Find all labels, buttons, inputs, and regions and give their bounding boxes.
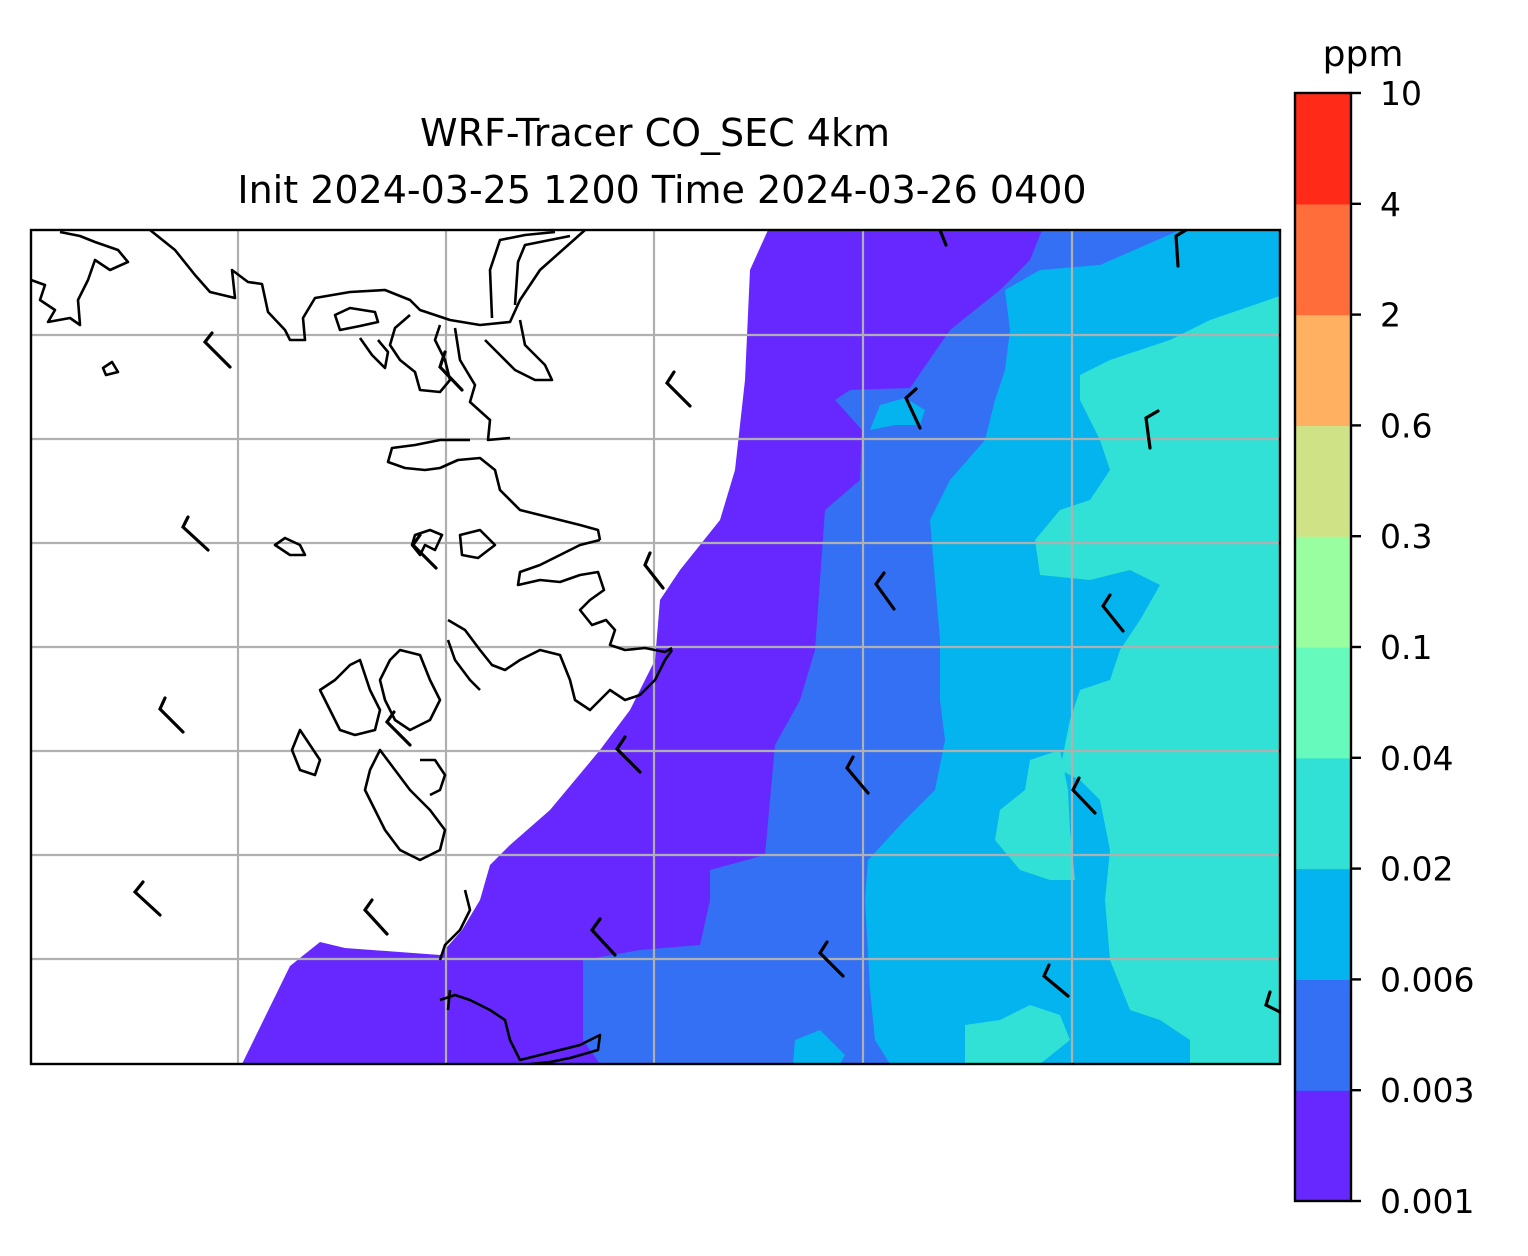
- colorbar-segment: [1295, 203, 1351, 316]
- wind-barb: [410, 533, 438, 570]
- colorbar-segment: [1295, 757, 1351, 870]
- coastlines: [31, 230, 674, 1064]
- colorbar-tick-label: 0.04: [1380, 739, 1453, 778]
- wind-barb: [384, 710, 412, 747]
- colorbar-segment: [1295, 979, 1351, 1091]
- colorbar-tick-label: 2: [1380, 296, 1401, 335]
- colorbar-tick-label: 0.006: [1380, 960, 1474, 999]
- colorbar-segment: [1295, 1090, 1351, 1202]
- colorbar-tick-label: 0.1: [1380, 628, 1432, 667]
- wind-barb: [614, 735, 642, 774]
- colorbar-segment: [1295, 868, 1351, 980]
- colorbar-tick-label: 10: [1380, 74, 1422, 113]
- colorbar-segment: [1295, 314, 1351, 426]
- wind-barb: [438, 350, 464, 392]
- wind-barb: [202, 331, 232, 369]
- wind-barb: [1042, 963, 1070, 998]
- wind-barb: [664, 370, 692, 408]
- colorbar-segment: [1295, 425, 1351, 537]
- map-panel: [31, 230, 1280, 1064]
- contour-patch-cyan-1: [793, 1030, 845, 1064]
- wind-barb: [938, 230, 948, 247]
- wind-barb: [362, 898, 389, 936]
- wind-barb: [1174, 230, 1188, 268]
- contour-band-3: [1035, 296, 1280, 1064]
- wind-barb: [181, 515, 210, 552]
- wind-barb: [1144, 409, 1160, 450]
- title-line-1: WRF-Tracer CO_SEC 4km: [420, 111, 890, 155]
- wind-barb: [904, 387, 922, 430]
- colorbar-unit-label: ppm: [1323, 34, 1404, 75]
- wind-barb: [817, 940, 845, 978]
- wind-barb: [845, 755, 870, 795]
- contour-patch-teal-1: [965, 1005, 1070, 1064]
- colorbar-segment: [1295, 647, 1351, 759]
- wind-barb: [643, 551, 665, 590]
- colorbar-tick-label: 4: [1380, 185, 1401, 224]
- wind-barbs: [132, 230, 1280, 1014]
- map-frame: [29, 228, 1282, 1066]
- wind-barb: [158, 696, 185, 734]
- colorbar-segment: [1295, 536, 1351, 648]
- colorbar-segment: [1295, 93, 1351, 205]
- gridlines: [31, 230, 1280, 1064]
- colorbar-tick-label: 0.3: [1380, 517, 1432, 556]
- colorbar-tick-label: 0.003: [1380, 1071, 1474, 1110]
- colorbar: 0.001 0.003 0.006 0.02 0.04 0.1 0.3 0.6 2 4 10: [1293, 74, 1474, 1221]
- wind-barb: [874, 571, 896, 611]
- wind-barb: [132, 880, 162, 917]
- wind-barb: [589, 917, 617, 957]
- title-line-2: Init 2024-03-25 1200 Time 2024-03-26 040…: [237, 168, 1086, 212]
- colorbar-tick-label: 0.02: [1380, 850, 1453, 889]
- wind-barb: [1071, 776, 1097, 815]
- wind-barb: [1264, 990, 1280, 1014]
- colorbar-tick-label: 0.001: [1380, 1182, 1474, 1221]
- colorbar-tick-label: 0.6: [1380, 406, 1432, 445]
- wind-barb: [1101, 593, 1125, 633]
- contour-patch-teal-2: [995, 750, 1075, 880]
